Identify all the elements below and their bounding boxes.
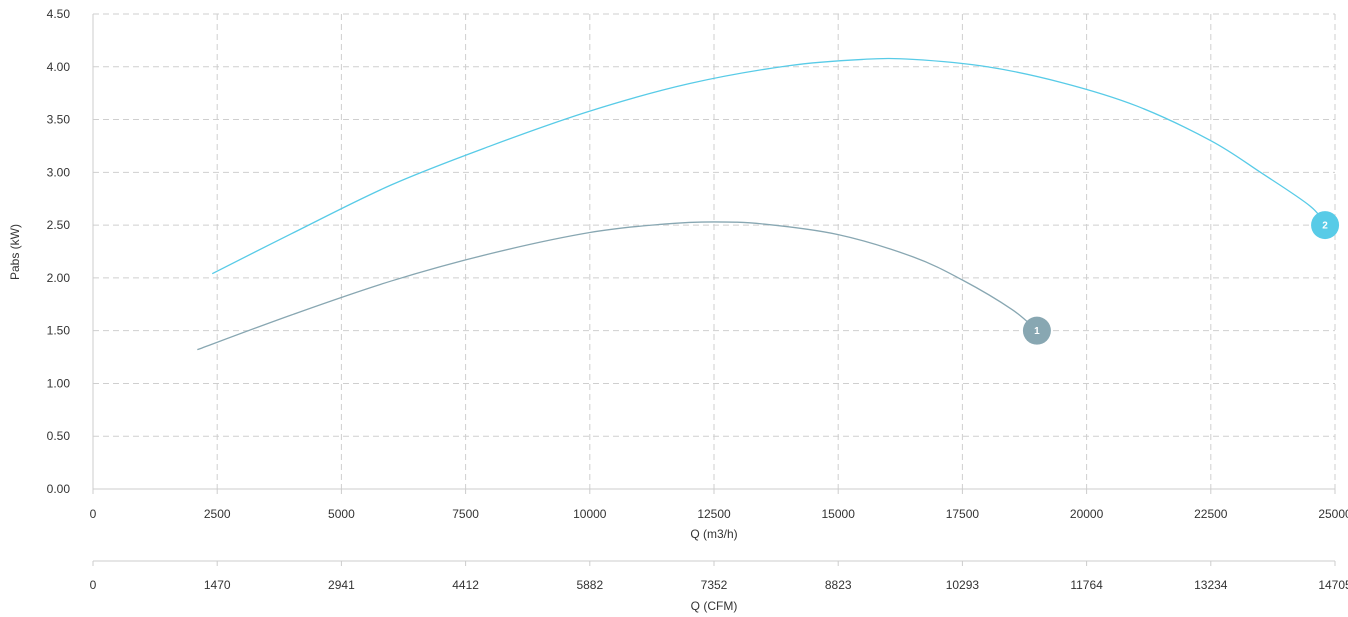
x-tick-label: 0 xyxy=(90,507,97,521)
x-tick-label: 12500 xyxy=(697,507,731,521)
axes xyxy=(92,14,1336,566)
x2-tick-label: 10293 xyxy=(946,578,980,592)
y-tick-label: 3.50 xyxy=(47,113,71,127)
x2-tick-label: 4412 xyxy=(452,578,479,592)
x2-tick-label: 0 xyxy=(90,578,97,592)
y-tick-label: 0.00 xyxy=(47,482,71,496)
x2-tick-label: 14705 xyxy=(1318,578,1348,592)
y-tick-label: 0.50 xyxy=(47,429,71,443)
x2-tick-label: 2941 xyxy=(328,578,355,592)
x2-tick-label: 11764 xyxy=(1070,578,1103,592)
tick-labels: 0.00 0.50 1.00 1.50 2.00 2.50 3.00 3.50 4.00 4.50… xyxy=(47,7,1348,592)
x-tick-label: 7500 xyxy=(452,507,479,521)
series-end-marker-2[interactable] xyxy=(1311,211,1340,240)
y-tick-label: 4.00 xyxy=(47,60,71,74)
x2-tick-label: 13234 xyxy=(1194,578,1228,592)
x-tick-label: 5000 xyxy=(328,507,355,521)
x-axis-title: Q (m3/h) xyxy=(690,527,737,541)
y-axis-title: Pabs (kW) xyxy=(8,224,22,280)
x2-tick-label: 7352 xyxy=(701,578,728,592)
x2-axis-title: Q (CFM) xyxy=(691,599,738,613)
x-tick-label: 2500 xyxy=(204,507,231,521)
x2-tick-label: 5882 xyxy=(576,578,603,592)
grid xyxy=(93,13,1336,489)
y-tick-label: 2.50 xyxy=(47,218,71,232)
x2-tick-label: 8823 xyxy=(825,578,852,592)
series: 12 xyxy=(197,57,1340,351)
y-tick-label: 2.00 xyxy=(47,271,71,285)
series-end-marker-label: 1 xyxy=(1034,326,1040,337)
x-tick-label: 15000 xyxy=(822,507,856,521)
series-line-1 xyxy=(197,221,1038,351)
x-tick-label: 20000 xyxy=(1070,507,1104,521)
y-tick-label: 1.00 xyxy=(47,376,71,390)
series-line-2 xyxy=(211,57,1326,275)
series-end-marker-label: 2 xyxy=(1322,221,1328,232)
series-end-marker-1[interactable] xyxy=(1022,316,1051,345)
x-tick-label: 17500 xyxy=(946,507,980,521)
x-tick-label: 10000 xyxy=(573,507,607,521)
x-tick-label: 22500 xyxy=(1194,507,1228,521)
y-tick-label: 4.50 xyxy=(47,7,71,21)
x2-tick-label: 1470 xyxy=(204,578,231,592)
y-tick-label: 1.50 xyxy=(47,324,71,338)
y-tick-label: 3.00 xyxy=(47,165,71,179)
